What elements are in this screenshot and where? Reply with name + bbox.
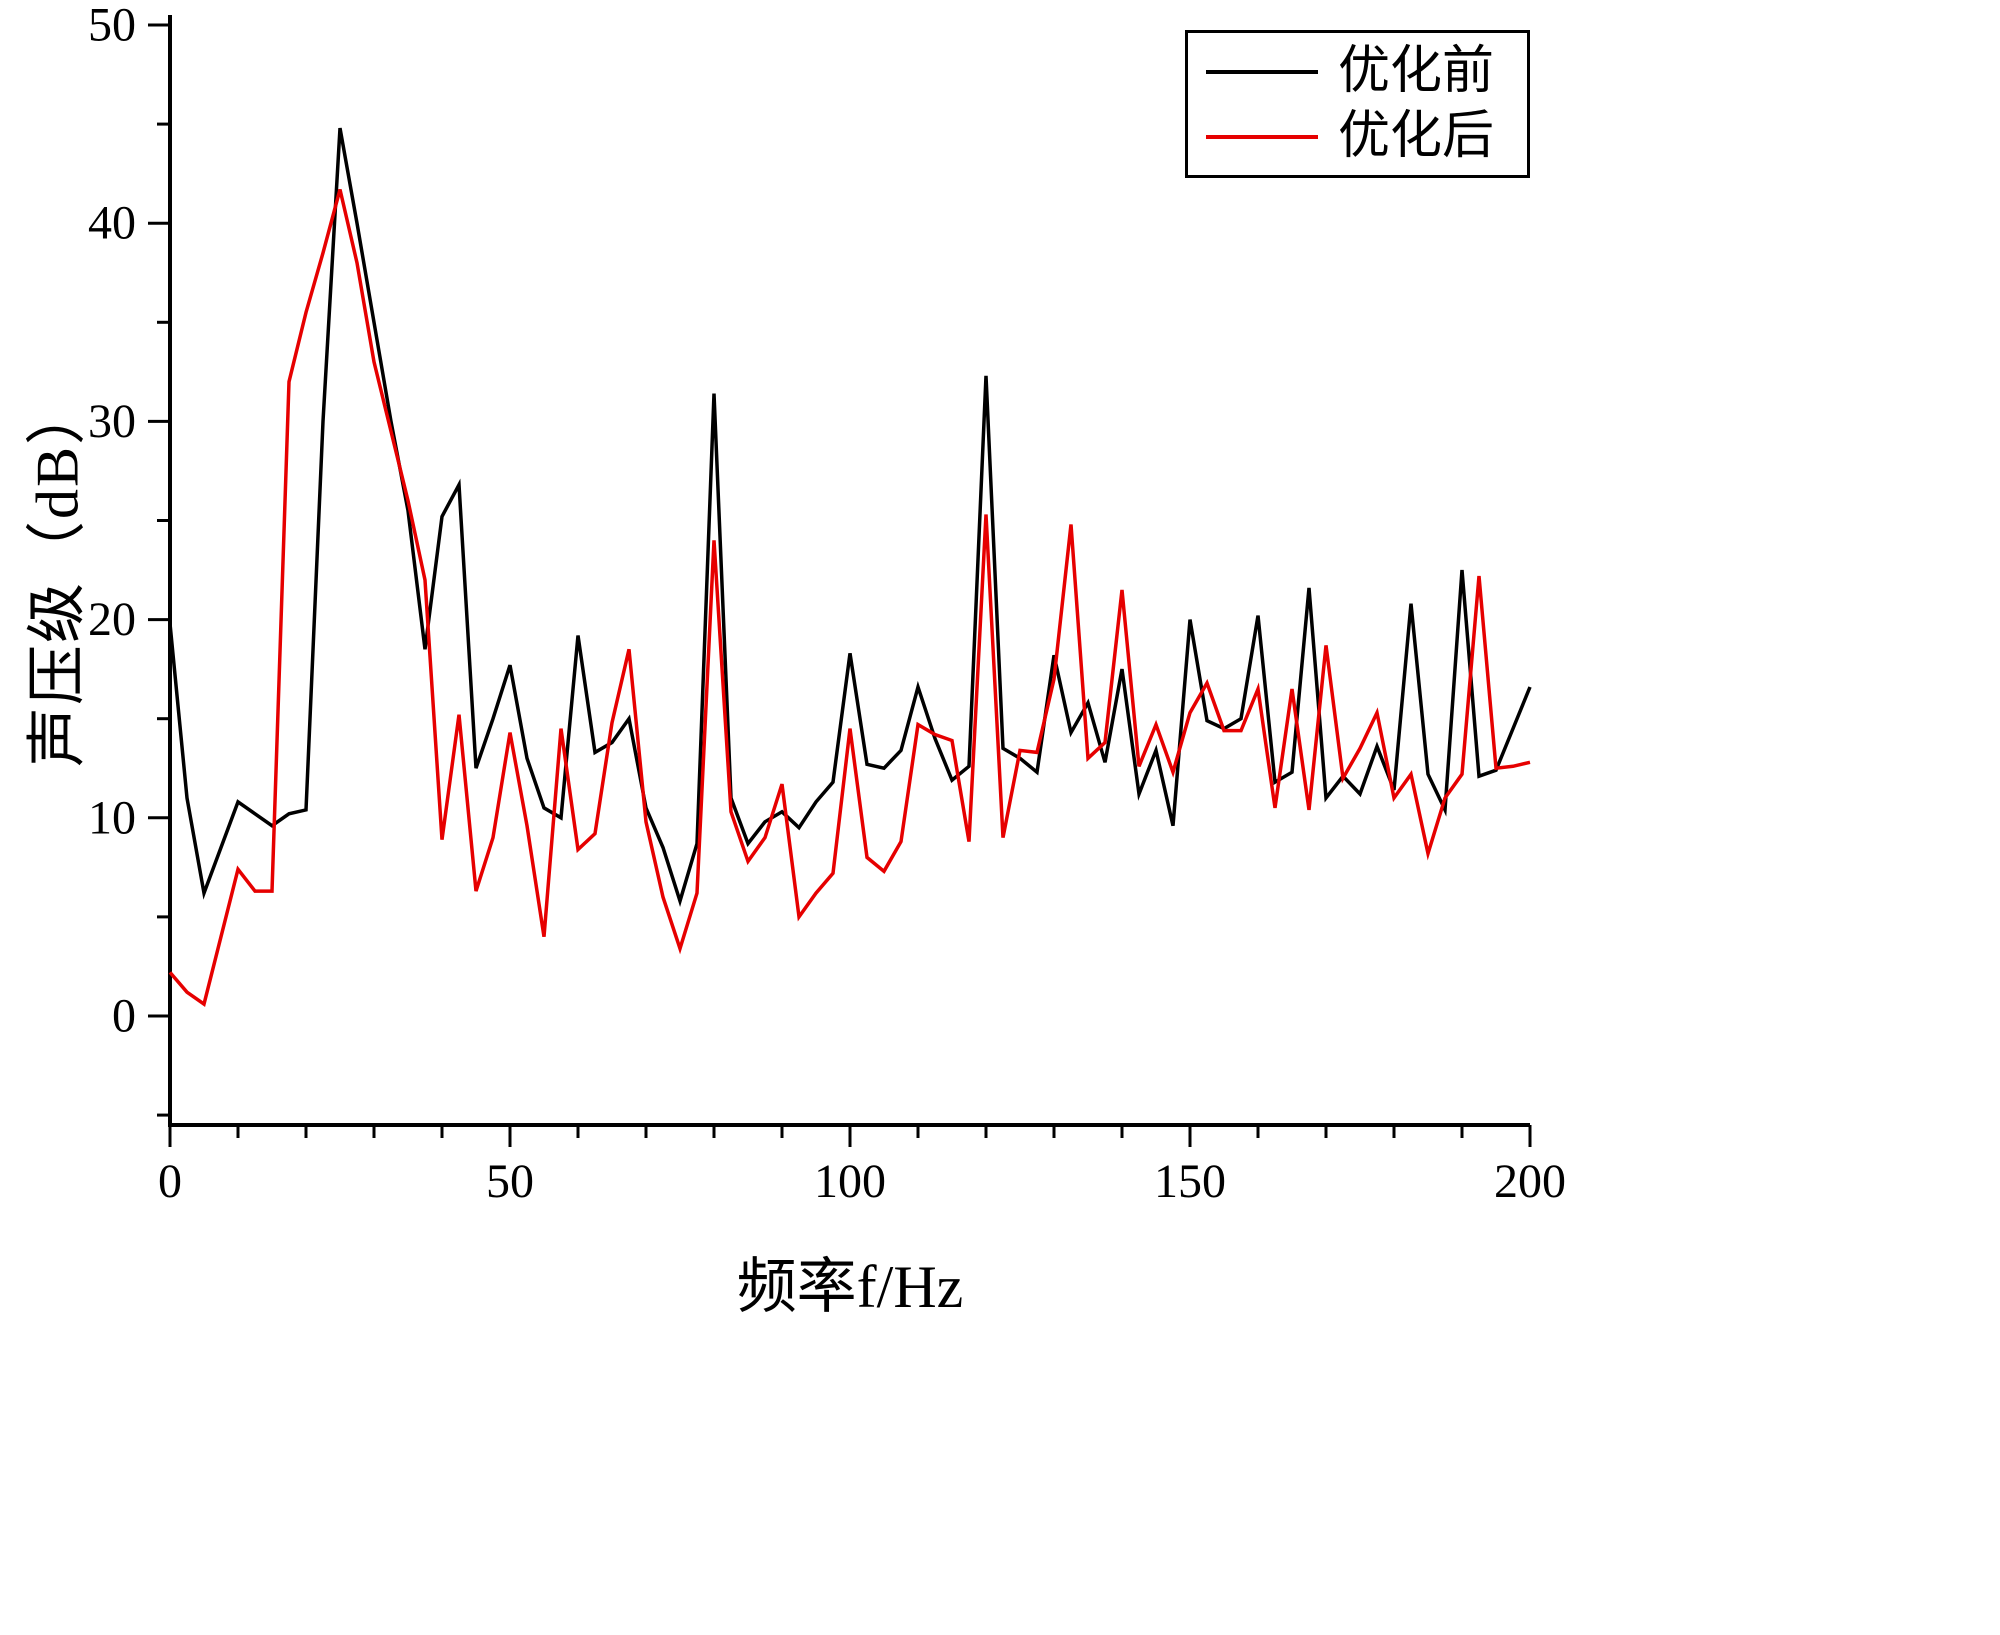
series-line-after [168,189,1531,1007]
y-tick-label: 20 [88,593,136,646]
y-axis-title: 声压级（dB） [24,382,91,768]
x-tick-label: 0 [158,1155,182,1208]
legend: 优化前 优化后 [1185,30,1530,178]
legend-item-after: 优化后 [1206,107,1527,165]
y-tick-label: 50 [88,0,136,52]
legend-item-before: 优化前 [1206,42,1527,100]
x-tick-label: 150 [1154,1155,1226,1208]
y-tick-label: 30 [88,395,136,448]
legend-line-after-icon [1206,134,1318,139]
y-tick-label: 10 [88,791,136,844]
x-tick-label: 100 [814,1155,886,1208]
legend-label-before: 优化前 [1338,42,1495,100]
x-axis-title: 频率f/Hz [736,1254,964,1320]
series-line-before [168,127,1532,907]
x-tick-label: 200 [1494,1155,1566,1208]
legend-line-before-icon [1206,69,1318,74]
legend-label-after: 优化后 [1338,107,1495,165]
x-tick-label: 50 [486,1155,534,1208]
y-tick-label: 0 [112,989,136,1042]
y-tick-label: 40 [88,197,136,250]
